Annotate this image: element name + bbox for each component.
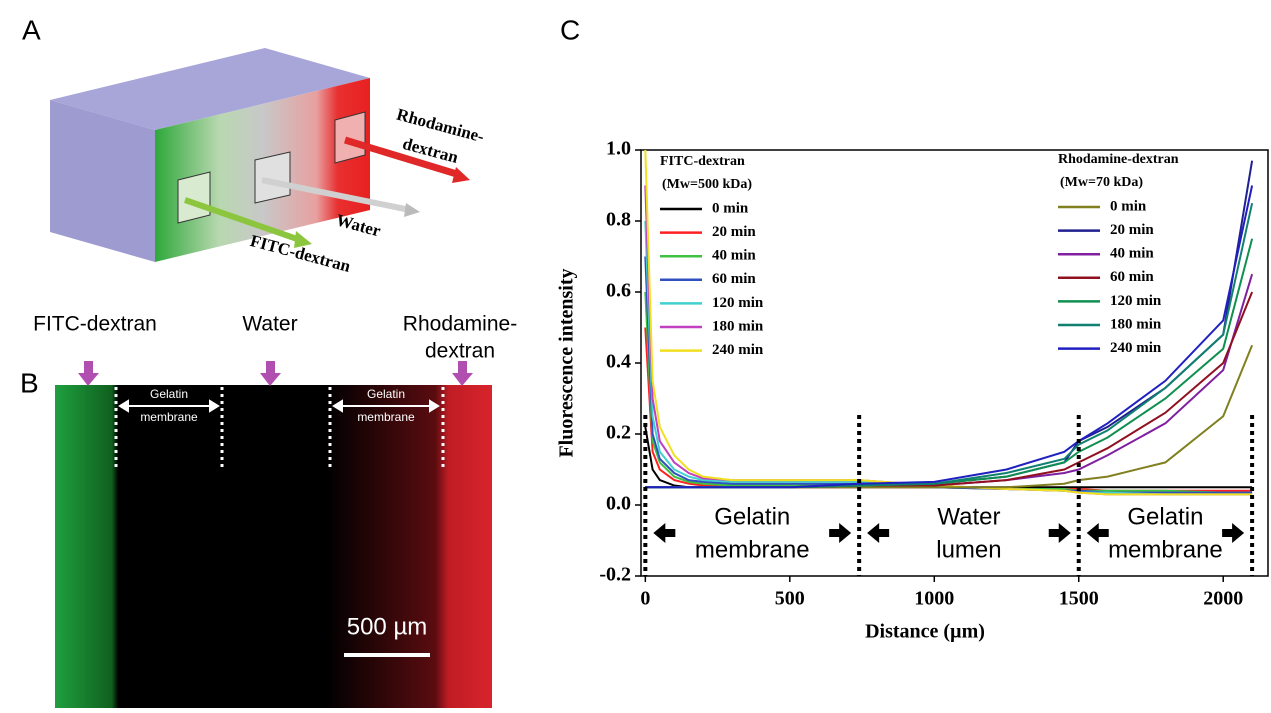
region-label: Gelatin — [1127, 503, 1203, 530]
legend-label: 180 min — [1110, 316, 1162, 332]
label: Water — [242, 313, 297, 336]
x-tick-label: 1500 — [1059, 588, 1099, 610]
legend-label: 240 min — [712, 342, 764, 358]
legend-subtitle: (Mw=70 kDa) — [1060, 175, 1143, 190]
legend-label: 120 min — [712, 295, 764, 311]
label: Gelatin — [150, 387, 188, 401]
x-tick-label: 0 — [640, 588, 650, 610]
y-tick-label: 0.2 — [606, 422, 631, 444]
scale-label: 500 µm — [347, 613, 428, 640]
legend-label: 60 min — [1110, 269, 1154, 285]
y-tick-label: 0.0 — [606, 493, 631, 515]
micrograph — [55, 385, 492, 708]
y-tick-label: -0.2 — [599, 564, 631, 586]
region-label: membrane — [695, 536, 810, 563]
x-tick-label: 500 — [775, 588, 805, 610]
label: FITC-dextran — [33, 313, 157, 336]
figure: A Rhodamine- dextran Water FITC-dextran … — [0, 0, 1271, 708]
x-axis-title: Distance (µm) — [865, 621, 985, 643]
region-arrow — [1049, 523, 1071, 543]
y-tick-label: 0.6 — [606, 280, 631, 302]
label: Gelatin — [367, 387, 405, 401]
label: membrane — [140, 410, 198, 424]
legend-label: 180 min — [712, 318, 764, 334]
block-diagram — [50, 48, 470, 262]
legend-subtitle: (Mw=500 kDa) — [662, 177, 752, 192]
label: dextran — [425, 340, 495, 363]
legend-label: 40 min — [712, 248, 756, 264]
region-label: Gelatin — [714, 503, 790, 530]
panel-label: A — [22, 14, 41, 45]
legend-label: 120 min — [1110, 293, 1162, 309]
region-label: lumen — [936, 536, 1001, 563]
region-arrow — [829, 523, 851, 543]
label: Rhodamine- — [403, 313, 517, 336]
region-arrow — [1222, 523, 1244, 543]
legend-label: 40 min — [1110, 246, 1154, 262]
legend-title: Rhodamine-dextran — [1058, 152, 1179, 167]
legend-title: FITC-dextran — [660, 154, 745, 169]
x-tick-label: 1000 — [914, 588, 954, 610]
legend-label: 0 min — [712, 200, 749, 216]
y-tick-label: 1.0 — [606, 138, 631, 160]
region-label: Water — [937, 503, 1000, 530]
y-tick-label: 0.4 — [606, 351, 631, 373]
page: {"panel_a":{"label":"A","rhodamine":["Rh… — [0, 0, 1271, 713]
panel-label: C — [560, 14, 580, 45]
region-arrow — [867, 523, 889, 543]
legend-label: 20 min — [1110, 222, 1154, 238]
y-axis-title: Fluorescence intensity — [556, 268, 578, 457]
label: membrane — [357, 410, 415, 424]
legend-label: 60 min — [712, 271, 756, 287]
inlet-arrows — [78, 361, 473, 386]
region-arrow — [653, 523, 675, 543]
legend-label: 20 min — [712, 224, 756, 240]
series-line — [645, 427, 1252, 487]
y-tick-label: 0.8 — [606, 209, 631, 231]
panel-label: B — [20, 367, 39, 398]
label: Water — [334, 210, 383, 240]
region-arrow — [1087, 523, 1109, 543]
legend-label: 240 min — [1110, 340, 1162, 356]
legend-label: 0 min — [1110, 198, 1147, 214]
region-label: membrane — [1108, 536, 1223, 563]
x-tick-label: 2000 — [1203, 588, 1243, 610]
